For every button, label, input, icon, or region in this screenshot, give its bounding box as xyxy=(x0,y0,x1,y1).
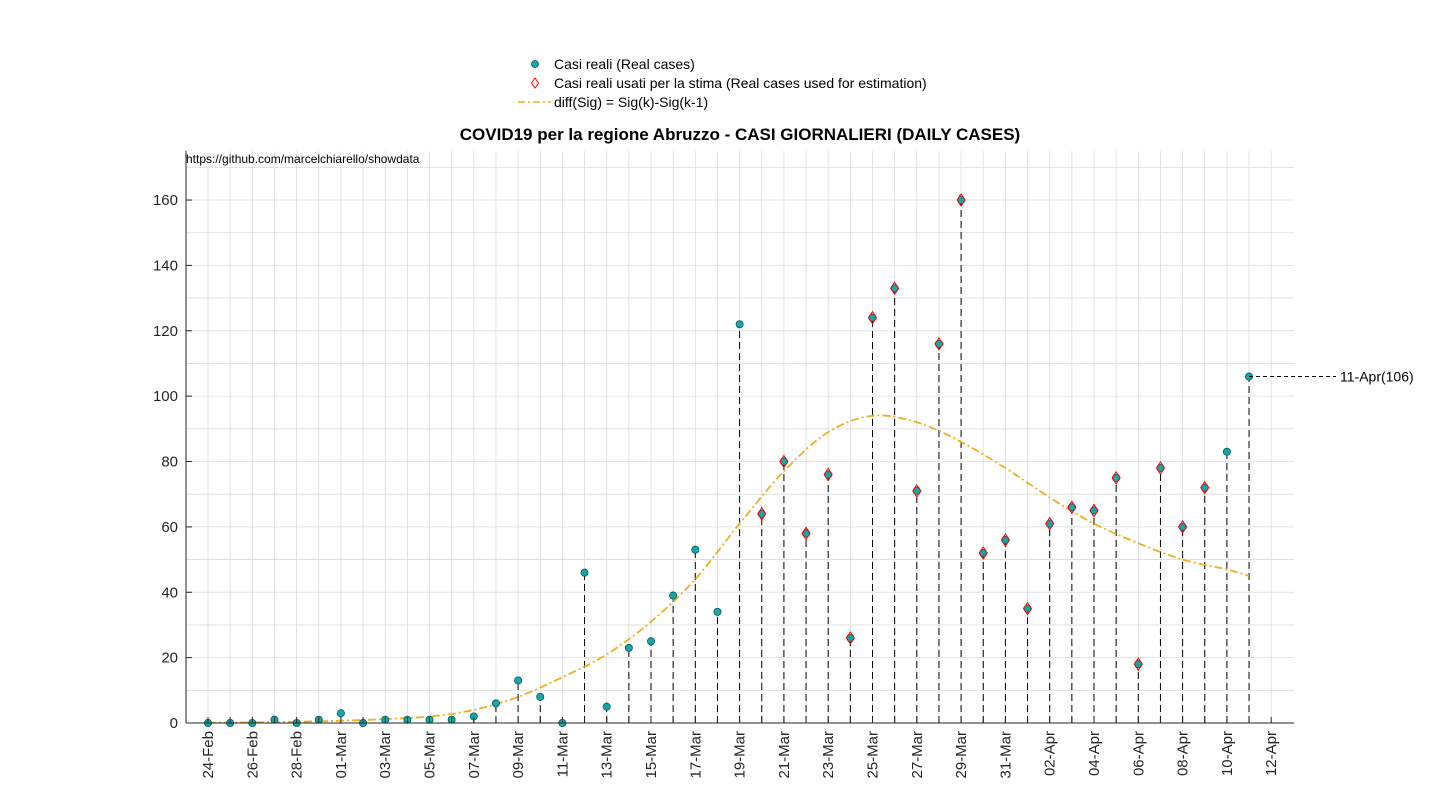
x-tick-label: 29-Mar xyxy=(953,731,970,779)
y-tick-label: 140 xyxy=(153,257,178,274)
y-tick-label: 60 xyxy=(161,519,178,536)
data-point-real-case xyxy=(713,607,722,616)
y-tick-label: 80 xyxy=(161,454,178,471)
data-point-real-case xyxy=(1222,447,1231,456)
x-tick-label: 05-Mar xyxy=(422,731,439,779)
last-value-annotation: 11-Apr(106) xyxy=(1340,369,1414,385)
data-point-real-case xyxy=(647,637,656,646)
data-point-real-case xyxy=(514,676,523,685)
source-note: https://github.com/marcelchiarello/showd… xyxy=(186,152,420,166)
data-point-real-case xyxy=(491,699,500,708)
data-point-real-case xyxy=(691,545,700,554)
data-point-estimation xyxy=(757,506,767,521)
data-point-estimation xyxy=(978,546,988,560)
x-tick-label: 06-Apr xyxy=(1130,731,1147,776)
data-point-real-case xyxy=(580,568,589,577)
data-point-estimation xyxy=(1111,470,1121,485)
x-tick-label: 21-Mar xyxy=(776,731,793,779)
data-point-real-case xyxy=(669,591,678,600)
x-tick-label: 23-Mar xyxy=(820,731,837,779)
data-point-real-case xyxy=(336,709,345,718)
data-point-estimation xyxy=(1133,657,1143,672)
x-tick-label: 10-Apr xyxy=(1219,731,1236,776)
data-point-estimation xyxy=(1045,516,1055,531)
legend-label-estimation-cases: Casi reali usati per la stima (Real case… xyxy=(554,75,927,91)
x-tick-label: 11-Mar xyxy=(554,731,571,777)
x-tick-label: 17-Mar xyxy=(687,731,704,779)
markers xyxy=(203,193,1254,728)
y-tick-label: 20 xyxy=(161,650,178,667)
data-point-estimation xyxy=(1177,519,1188,534)
data-point-estimation xyxy=(1155,461,1166,475)
x-tick-label: 04-Apr xyxy=(1086,731,1103,776)
x-tick-label: 12-Apr xyxy=(1263,731,1280,776)
data-point-estimation xyxy=(1022,601,1033,616)
x-tick-label: 08-Apr xyxy=(1175,731,1192,776)
data-point-estimation xyxy=(1089,503,1099,518)
grid xyxy=(186,151,1294,723)
y-tick-label: 120 xyxy=(153,323,178,340)
y-tick-label: 160 xyxy=(153,192,178,209)
data-point-estimation xyxy=(801,526,811,541)
y-tick-label: 40 xyxy=(161,584,178,601)
x-tick-label: 27-Mar xyxy=(909,731,926,779)
data-point-real-case xyxy=(735,320,744,329)
data-point-real-case xyxy=(602,702,611,711)
data-point-real-case xyxy=(536,692,545,701)
x-tick-label: 15-Mar xyxy=(643,731,660,779)
legend-marker-real-cases xyxy=(531,60,539,68)
data-point-estimation xyxy=(1067,500,1077,515)
x-tick-label: 09-Mar xyxy=(510,731,527,779)
data-point-estimation xyxy=(934,336,944,351)
chart-title: COVID19 per la regione Abruzzo - CASI GI… xyxy=(460,125,1020,144)
data-point-estimation xyxy=(779,454,789,469)
data-point-estimation xyxy=(867,310,878,325)
legend-label-fit: diff(Sig) = Sig(k)-Sig(k-1) xyxy=(554,94,708,110)
legend-marker-estimation-cases xyxy=(530,77,540,89)
legend-label-real-cases: Casi reali (Real cases) xyxy=(554,56,695,72)
x-tick-label: 01-Mar xyxy=(333,731,350,779)
x-tick-label: 28-Feb xyxy=(289,731,306,779)
x-tick-label: 19-Mar xyxy=(732,731,749,779)
data-point-estimation xyxy=(1200,480,1210,495)
data-point-estimation xyxy=(890,281,900,296)
y-tick-label: 100 xyxy=(153,388,178,405)
x-tick-label: 26-Feb xyxy=(244,731,261,779)
x-tick-label: 03-Mar xyxy=(377,731,394,779)
x-tick-label: 07-Mar xyxy=(466,731,483,779)
x-tick-label: 25-Mar xyxy=(865,731,882,779)
data-point-estimation xyxy=(845,631,855,645)
data-point-estimation xyxy=(912,484,922,498)
stems xyxy=(273,200,1250,723)
data-point-estimation xyxy=(823,467,833,482)
x-tick-label: 13-Mar xyxy=(599,731,616,779)
data-point-real-case xyxy=(624,643,633,652)
x-tick-label: 24-Feb xyxy=(200,731,217,779)
legend: Casi reali (Real cases) Casi reali usati… xyxy=(518,56,927,110)
data-point-estimation xyxy=(1000,533,1011,547)
axes: 0 20 40 60 80 100 120 140 160 24-Feb 26-Feb 28-Feb 0… xyxy=(153,151,1336,779)
x-tick-label: 31-Mar xyxy=(997,731,1014,779)
data-point-estimation xyxy=(956,193,966,207)
y-tick-label: 0 xyxy=(170,715,178,732)
x-tick-label: 02-Apr xyxy=(1042,731,1059,776)
